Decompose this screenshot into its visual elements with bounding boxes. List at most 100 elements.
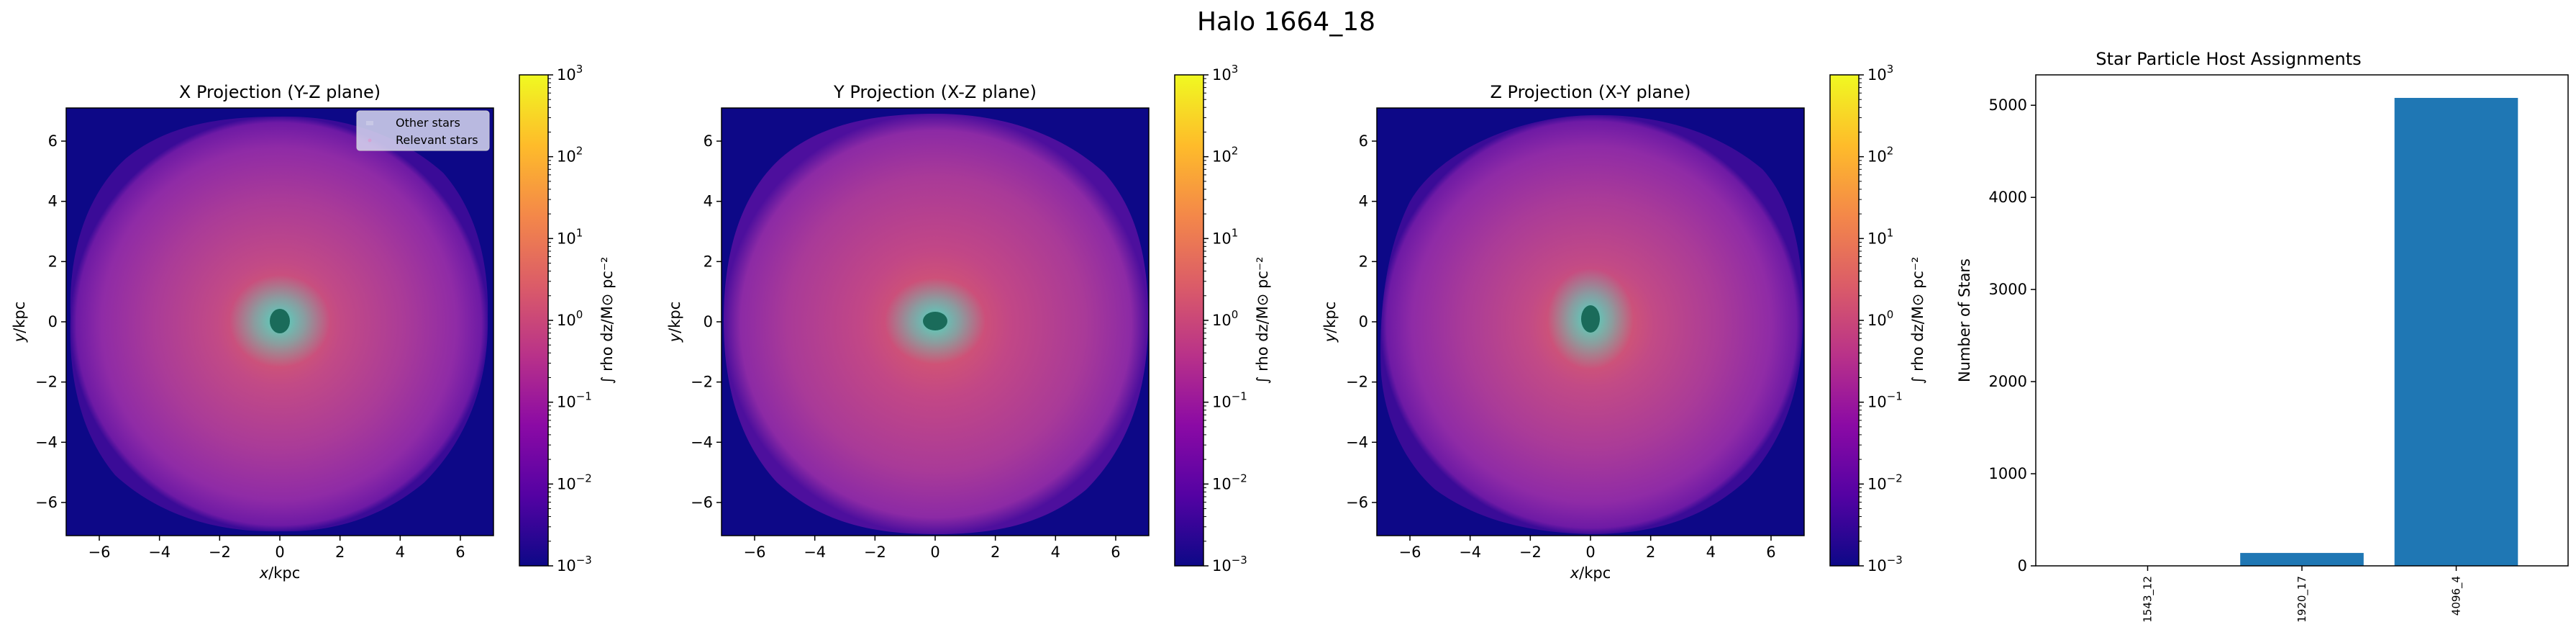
bar-1920_17 [2240,553,2364,566]
colorbar-tick-label: 10−2 [1867,472,1903,492]
x-tick-label: 2 [1646,544,1655,561]
y-tick-label: −6 [691,494,713,511]
panel-host-assignments: Star Particle Host Assignments 0 1000 2000… [1956,49,2569,623]
y-tick-label: −4 [691,433,713,451]
x-axis-label: x/kpc [259,564,301,582]
y-tick-label: 0 [1359,313,1368,330]
colorbar: 103 102 101 100 10−1 10−2 10−3 ∫ rho dz/M⊙ pc⁻… [519,63,616,574]
colorbar-tick-label: 10−3 [557,554,592,574]
colorbar-tick-label: 10−1 [1212,390,1247,411]
halo-core [270,309,290,333]
colorbar-scale [519,74,549,567]
bar-y-tick-label: 1000 [1989,465,2027,482]
colorbar-label: ∫ rho dz/M⊙ pc⁻² [599,257,616,384]
density-map [722,108,1149,536]
colorbar-tick-label: 10−2 [1212,472,1247,492]
colorbar-tick-label: 103 [557,63,583,84]
x-tick-label: −6 [744,544,766,561]
colorbar-tick-label: 10−1 [557,390,592,411]
colorbar-tick-label: 10−3 [1212,554,1247,574]
colorbar-tick-label: 10−3 [1867,554,1903,574]
colorbar-label: ∫ rho dz/M⊙ pc⁻² [1254,257,1271,384]
panel-y-projection: Y Projection (X-Z plane) −6 −6 −4 −4 −2 −2 0 0 2… [666,63,1271,574]
colorbar-tick-label: 101 [1867,226,1893,247]
colorbar-tick-label: 100 [557,308,583,329]
x-tick-label: −6 [1399,544,1421,561]
y-tick-label: −2 [35,374,58,391]
x-tick-label: −4 [1459,544,1481,561]
colorbar-scale [1829,74,1860,567]
legend-marker-other [366,121,373,125]
x-tick-label: −2 [209,544,231,561]
colorbar-tick-label: 10−2 [557,472,592,492]
bar-y-tick-label: 5000 [1989,96,2027,114]
y-tick-label: −2 [1346,374,1368,391]
halo-core [1581,305,1600,333]
y-tick-label: 6 [48,132,58,150]
y-tick-label: 2 [48,253,58,270]
x-tick-label: 4 [1051,544,1060,561]
bar-x-ticks: 1543_12 1920_17 4096_4 [2142,566,2463,623]
y-tick-label: 6 [1359,132,1368,150]
y-tick-label: 2 [1359,253,1368,270]
legend-label-relevant: Relevant stars [396,133,478,147]
legend-marker-relevant [368,138,372,143]
density-map [1377,108,1804,536]
colorbar-tick-label: 103 [1212,63,1238,84]
x-tick-label: −2 [864,544,886,561]
y-tick-label: −6 [1346,494,1368,511]
colorbar: 103 102 101 100 10−1 10−2 10−3 ∫ rho dz/M⊙ pc⁻… [1829,63,1926,574]
y-tick-label: −4 [35,433,58,451]
x-tick-label: −4 [148,544,170,561]
panel-z-projection: Z Projection (X-Y plane) −6 −6 −4 −4 −2 −2 0 0 2… [1321,63,1926,582]
colorbar-scale [1174,74,1204,567]
bar-4096_4 [2394,97,2518,566]
bar-y-tick-label: 3000 [1989,281,2027,298]
y-tick-label: 6 [704,132,713,150]
x-tick-label: 4 [396,544,405,561]
bar-chart-title: Star Particle Host Assignments [2095,49,2361,69]
y-axis-label: y/kpc [11,302,28,343]
halo-core [923,312,947,330]
bar-y-ticks: 0 1000 2000 3000 4000 5000 [1989,96,2036,574]
x-tick-label: 2 [335,544,345,561]
x-tick-label: 4 [1706,544,1716,561]
x-axis-label: x/kpc [1570,564,1611,582]
x-tick-label: 6 [1766,544,1775,561]
x-tick-label: 2 [991,544,1000,561]
x-tick-label: 0 [930,544,939,561]
y-axis-label: y/kpc [1321,302,1339,343]
colorbar-tick-label: 102 [1867,145,1893,166]
y-tick-label: −6 [35,494,58,511]
y-tick-label: 2 [704,253,713,270]
bar-series [2085,97,2518,566]
figure-suptitle: Halo 1664_18 [1197,7,1375,37]
y-tick-label: 4 [1359,193,1368,210]
x-tick-label: −2 [1519,544,1542,561]
y-axis-label: y/kpc [666,302,683,343]
bar-x-tick-label: 1543_12 [2142,576,2155,623]
x-tick-label: 0 [275,544,284,561]
colorbar-tick-label: 102 [1212,145,1238,166]
bar-y-tick-label: 0 [2018,557,2027,574]
legend: Other stars Relevant stars [356,110,490,151]
panel-title: Y Projection (X-Z plane) [833,82,1037,102]
y-tick-label: 4 [48,193,58,210]
colorbar-tick-label: 102 [557,145,583,166]
y-tick-label: −4 [1346,433,1368,451]
x-tick-label: 6 [1111,544,1120,561]
panel-title: X Projection (Y-Z plane) [179,82,381,102]
colorbar-tick-label: 100 [1212,308,1238,329]
y-tick-label: −2 [691,374,713,391]
colorbar-tick-label: 10−1 [1867,390,1903,411]
colorbar-tick-label: 101 [1212,226,1238,247]
legend-label-other: Other stars [396,116,460,130]
colorbar-tick-label: 101 [557,226,583,247]
y-tick-label: 4 [704,193,713,210]
panel-title: Z Projection (X-Y plane) [1490,82,1690,102]
bar-y-axis-label: Number of Stars [1956,258,1973,382]
colorbar-label: ∫ rho dz/M⊙ pc⁻² [1909,257,1926,384]
x-tick-label: 0 [1585,544,1595,561]
bar-y-tick-label: 2000 [1989,373,2027,390]
